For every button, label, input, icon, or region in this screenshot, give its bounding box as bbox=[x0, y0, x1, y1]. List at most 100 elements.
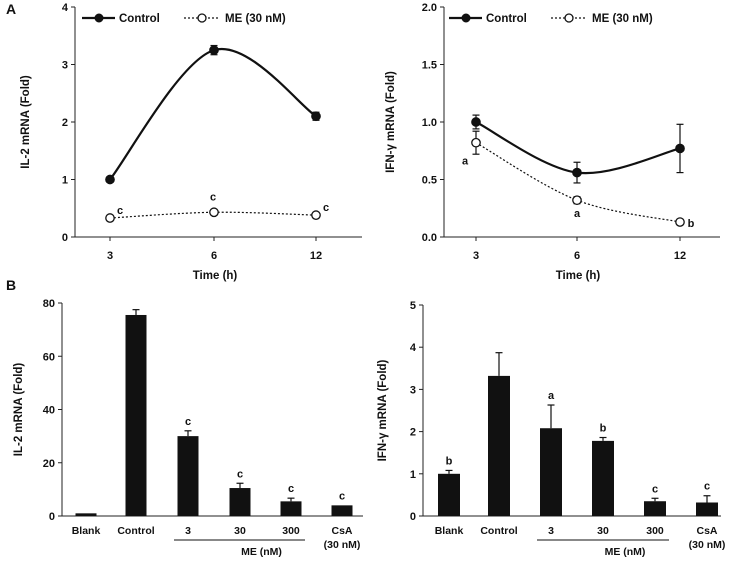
category-label: 3 bbox=[548, 525, 554, 537]
legend-label-me: ME (30 nM) bbox=[592, 13, 653, 25]
legend-label-control: Control bbox=[119, 13, 160, 25]
data-point bbox=[572, 167, 582, 178]
significance-label: c bbox=[117, 205, 123, 217]
data-point bbox=[675, 143, 685, 154]
y-tick-label: 0 bbox=[410, 511, 416, 523]
y-axis-label: IL-2 mRNA (Fold) bbox=[20, 75, 32, 169]
bar bbox=[125, 314, 147, 516]
data-point bbox=[471, 137, 481, 148]
bar bbox=[177, 436, 199, 516]
y-tick-label: 0 bbox=[49, 511, 55, 523]
y-tick-label: 20 bbox=[43, 458, 55, 470]
legend-marker-control bbox=[461, 13, 471, 23]
panel-label-b: B bbox=[6, 277, 16, 293]
x-tick-label: 6 bbox=[211, 250, 217, 262]
significance-label: b bbox=[446, 455, 453, 467]
significance-label: b bbox=[600, 423, 607, 435]
category-label: 30 bbox=[234, 525, 246, 537]
y-tick-label: 80 bbox=[43, 298, 55, 310]
significance-label: c bbox=[704, 481, 710, 493]
data-point bbox=[209, 207, 219, 218]
significance-label: c bbox=[288, 483, 294, 495]
ifng-time-course-chart: 0.0 0.5 1.0 1.5 2.0 IFN-γ mRNA (Fold) 3 6 12 Time… bbox=[385, 2, 720, 282]
legend-marker-me bbox=[564, 13, 574, 23]
category-label: 300 bbox=[646, 525, 664, 537]
y-tick-label: 40 bbox=[43, 405, 55, 417]
bar bbox=[331, 505, 353, 516]
significance-label: a bbox=[548, 390, 555, 402]
data-point bbox=[105, 174, 115, 185]
significance-label: c bbox=[185, 416, 191, 428]
series-line-control bbox=[475, 121, 681, 175]
bar bbox=[644, 501, 666, 516]
y-tick-label: 4 bbox=[410, 342, 417, 354]
y-tick-label: 3 bbox=[62, 60, 68, 72]
bar bbox=[592, 440, 614, 516]
category-label: (30 nM) bbox=[324, 539, 361, 551]
legend-marker-me bbox=[197, 13, 207, 23]
bar bbox=[75, 513, 97, 516]
bar bbox=[280, 501, 302, 516]
category-label: (30 nM) bbox=[689, 539, 726, 551]
group-label: ME (nM) bbox=[605, 546, 646, 558]
category-label: CsA bbox=[331, 525, 352, 537]
y-tick-label: 1 bbox=[62, 175, 68, 187]
y-tick-label: 0 bbox=[62, 232, 68, 244]
data-point bbox=[572, 195, 582, 206]
significance-label: c bbox=[652, 483, 658, 495]
y-axis-label: IL-2 mRNA (Fold) bbox=[13, 363, 25, 457]
category-label: 30 bbox=[597, 525, 609, 537]
bar bbox=[229, 488, 251, 516]
y-axis-label: IFN-γ mRNA (Fold) bbox=[377, 359, 389, 461]
x-axis-label: Time (h) bbox=[193, 270, 238, 282]
significance-label: c bbox=[237, 468, 243, 480]
series-line-control bbox=[109, 47, 317, 181]
x-tick-label: 3 bbox=[107, 250, 113, 262]
category-label: Blank bbox=[72, 525, 101, 537]
legend-label-me: ME (30 nM) bbox=[225, 13, 286, 25]
data-point bbox=[675, 217, 685, 227]
legend-label-control: Control bbox=[486, 13, 527, 25]
il2-bar-chart: 0 20 40 60 80 IL-2 mRNA (Fold) c c c c Blank Contro… bbox=[13, 298, 363, 558]
y-tick-label: 1 bbox=[410, 469, 416, 481]
y-tick-label: 0.5 bbox=[422, 175, 437, 187]
significance-label: a bbox=[462, 156, 469, 168]
y-tick-label: 2.0 bbox=[422, 2, 437, 14]
category-label: CsA bbox=[696, 525, 717, 537]
y-tick-label: 2 bbox=[410, 427, 416, 439]
category-label: 300 bbox=[282, 525, 300, 537]
category-label: 3 bbox=[185, 525, 191, 537]
x-tick-label: 6 bbox=[574, 250, 580, 262]
y-tick-label: 1.5 bbox=[422, 60, 437, 72]
category-label: Blank bbox=[435, 525, 464, 537]
y-tick-label: 2 bbox=[62, 117, 68, 129]
data-point bbox=[209, 45, 219, 55]
legend-marker-control bbox=[94, 13, 104, 23]
y-tick-label: 0.0 bbox=[422, 232, 437, 244]
significance-label: c bbox=[323, 202, 329, 214]
data-point bbox=[311, 111, 321, 122]
bar bbox=[696, 502, 718, 516]
category-label: Control bbox=[117, 525, 154, 537]
significance-label: a bbox=[574, 208, 581, 220]
y-tick-label: 5 bbox=[410, 300, 416, 312]
group-label: ME (nM) bbox=[241, 546, 282, 558]
x-tick-label: 12 bbox=[310, 250, 322, 262]
data-point bbox=[471, 117, 481, 127]
data-point bbox=[105, 213, 115, 223]
significance-label: b bbox=[688, 218, 695, 230]
bar bbox=[438, 473, 460, 516]
data-point bbox=[311, 210, 321, 220]
bar bbox=[488, 375, 510, 516]
x-tick-label: 3 bbox=[473, 250, 479, 262]
panel-label-a: A bbox=[6, 1, 16, 17]
y-tick-label: 60 bbox=[43, 351, 55, 363]
y-tick-label: 3 bbox=[410, 384, 416, 396]
x-tick-label: 12 bbox=[674, 250, 686, 262]
significance-label: c bbox=[339, 490, 345, 502]
ifng-bar-chart: 0 1 2 3 4 5 IFN-γ mRNA (Fold) b a b c c Blank Control… bbox=[377, 300, 725, 558]
y-axis-label: IFN-γ mRNA (Fold) bbox=[385, 71, 397, 173]
bar bbox=[540, 428, 562, 516]
